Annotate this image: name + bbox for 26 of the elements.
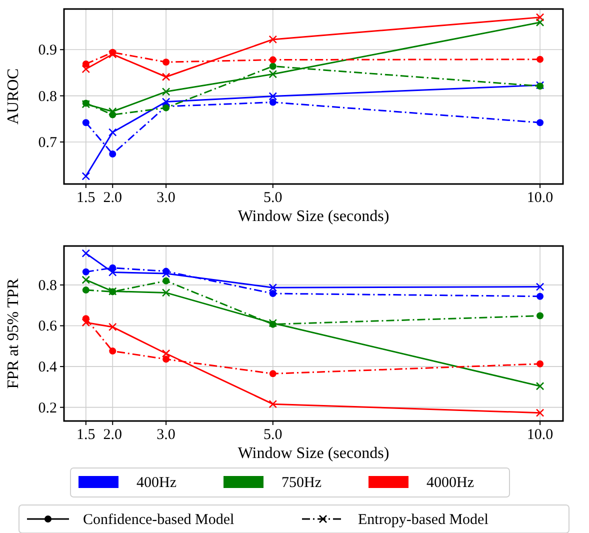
x-tick-label: 10.0 xyxy=(526,427,554,443)
legend-label: 400Hz xyxy=(136,475,177,491)
text: Confidence-based Model xyxy=(83,512,234,528)
x-tick-label: 2.0 xyxy=(103,190,122,206)
y-tick-label: 0.7 xyxy=(38,134,58,151)
x-tick-label: 5.0 xyxy=(264,190,282,206)
y-tick-label: 0.6 xyxy=(38,318,58,335)
x-tick-label: 10.0 xyxy=(526,190,554,206)
y-tick-label: 0.9 xyxy=(38,42,57,59)
y-tick-label: 0.8 xyxy=(38,88,57,105)
y-axis-title: FPR at 95% TPR xyxy=(5,278,22,389)
x-tick-label: 3.0 xyxy=(156,427,176,443)
y-tick-label: 0.8 xyxy=(38,278,57,294)
x-tick-label: 1.5 xyxy=(76,427,96,443)
y-tick-label: 0.2 xyxy=(38,400,57,416)
x-tick-label: 1.5 xyxy=(76,190,96,206)
text: Entropy-based Model xyxy=(358,512,488,528)
x-axis-title: Window Size (seconds) xyxy=(238,208,390,225)
y-tick-label: 0.4 xyxy=(38,360,58,376)
legend-label: 4000Hz xyxy=(426,475,474,491)
x-tick-label: 5.0 xyxy=(264,427,282,443)
legend-label: 750Hz xyxy=(282,475,322,491)
x-tick-label: 2.0 xyxy=(103,427,122,443)
x-axis-title: Window Size (seconds) xyxy=(238,445,390,462)
x-tick-label: 3.0 xyxy=(156,190,176,206)
y-axis-title: AUROC xyxy=(5,68,22,125)
